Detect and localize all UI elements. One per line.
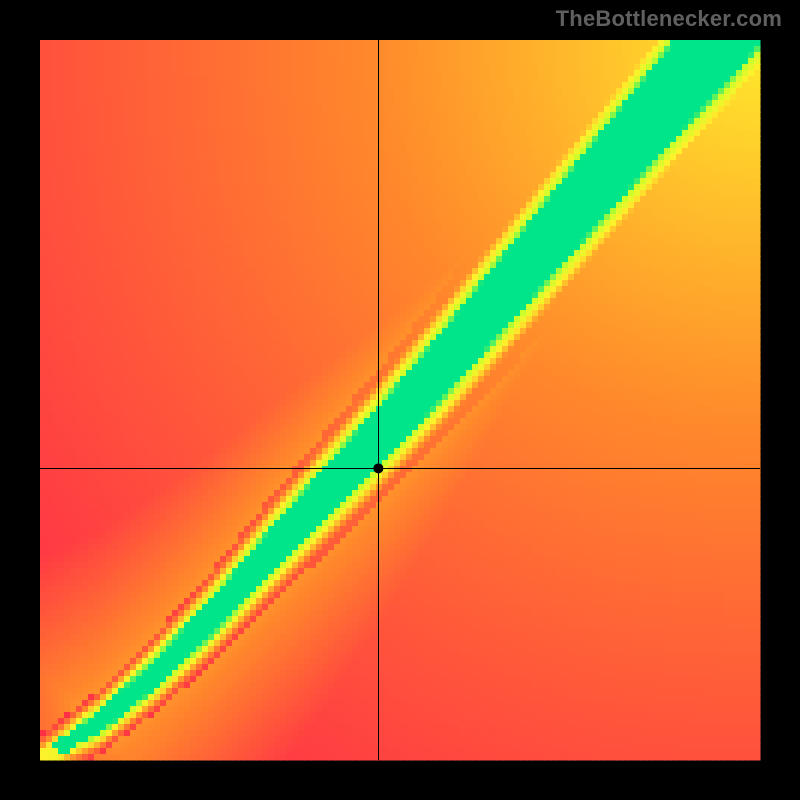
heatmap-canvas (0, 0, 800, 800)
watermark-label: TheBottlenecker.com (556, 6, 782, 32)
chart-container: TheBottlenecker.com (0, 0, 800, 800)
